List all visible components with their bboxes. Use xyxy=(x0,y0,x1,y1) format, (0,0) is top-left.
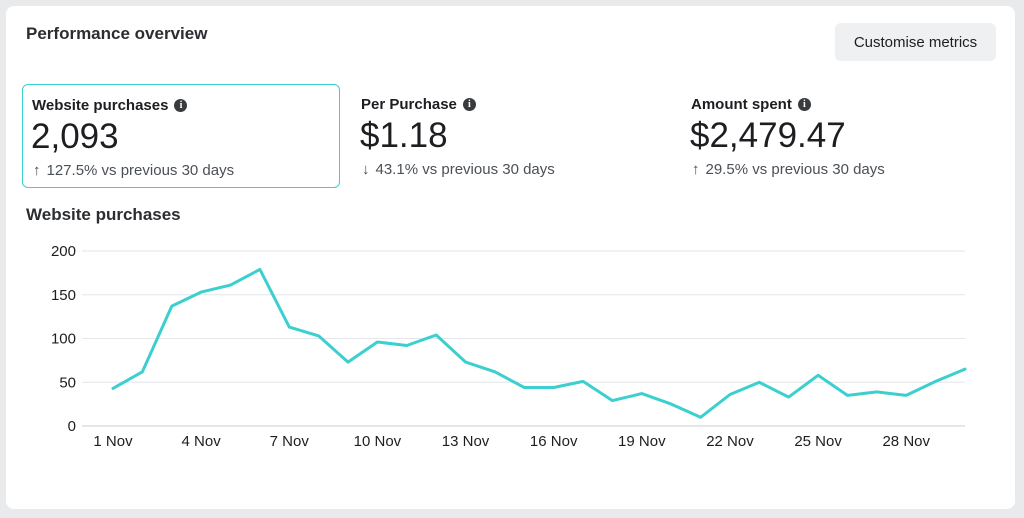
info-icon[interactable]: i xyxy=(462,98,476,111)
card-title: Performance overview xyxy=(26,24,208,43)
arrow-up-icon: ↑ xyxy=(692,161,700,178)
arrow-down-icon: ↓ xyxy=(362,161,370,178)
metric-change-text: 29.5% vs previous 30 days xyxy=(705,161,885,178)
x-tick-label: 28 Nov xyxy=(882,433,930,450)
info-icon[interactable]: i xyxy=(797,98,811,111)
metric-value: $1.18 xyxy=(360,116,448,155)
info-icon[interactable]: i xyxy=(174,99,188,112)
x-tick-label: 16 Nov xyxy=(530,433,578,450)
y-tick-label: 100 xyxy=(51,331,76,348)
series-line xyxy=(111,267,967,419)
y-tick-label: 0 xyxy=(68,418,76,435)
y-tick-label: 150 xyxy=(51,287,76,304)
metric-card-website-purchases[interactable]: Website purchases i 2,093 ↑ 127.5% vs pr… xyxy=(22,84,340,188)
metric-change: ↑ 127.5% vs previous 30 days xyxy=(33,162,234,179)
metric-change: ↓ 43.1% vs previous 30 days xyxy=(362,161,555,178)
metric-change-text: 127.5% vs previous 30 days xyxy=(46,162,235,179)
x-tick-label: 25 Nov xyxy=(794,433,842,450)
metric-card-amount-spent[interactable]: Amount spent i $2,479.47 ↑ 29.5% vs prev… xyxy=(682,84,1000,188)
website-purchases-line-chart: 0 50 100 150 200 1 Nov 4 Nov 7 Nov 10 Nov 13 Nov 1… xyxy=(51,243,967,450)
metric-value: 2,093 xyxy=(31,117,119,156)
x-tick-label: 22 Nov xyxy=(706,433,754,450)
x-tick-label: 4 Nov xyxy=(182,433,222,450)
x-tick-label: 7 Nov xyxy=(270,433,310,450)
metric-label: Amount spent xyxy=(691,96,792,113)
performance-overview-card: Performance overview Customise metrics W… xyxy=(6,6,1015,509)
x-tick-label: 13 Nov xyxy=(442,433,490,450)
y-tick-label: 50 xyxy=(59,374,76,391)
metric-label: Website purchases xyxy=(32,97,169,114)
x-tick-label: 10 Nov xyxy=(354,433,402,450)
y-tick-label: 200 xyxy=(51,243,76,260)
metric-change: ↑ 29.5% vs previous 30 days xyxy=(692,161,885,178)
metric-label: Per Purchase xyxy=(361,96,457,113)
metric-change-text: 43.1% vs previous 30 days xyxy=(375,161,555,178)
x-tick-label: 19 Nov xyxy=(618,433,666,450)
metric-label-row: Amount spent i xyxy=(691,96,811,113)
metric-card-per-purchase[interactable]: Per Purchase i $1.18 ↓ 43.1% vs previous… xyxy=(352,84,670,188)
x-tick-label: 1 Nov xyxy=(93,433,133,450)
metric-value: $2,479.47 xyxy=(690,116,846,155)
customise-metrics-button[interactable]: Customise metrics xyxy=(835,23,996,61)
arrow-up-icon: ↑ xyxy=(33,162,41,179)
metric-label-row: Website purchases i xyxy=(32,97,188,114)
metric-label-row: Per Purchase i xyxy=(361,96,476,113)
chart-title: Website purchases xyxy=(26,205,181,224)
